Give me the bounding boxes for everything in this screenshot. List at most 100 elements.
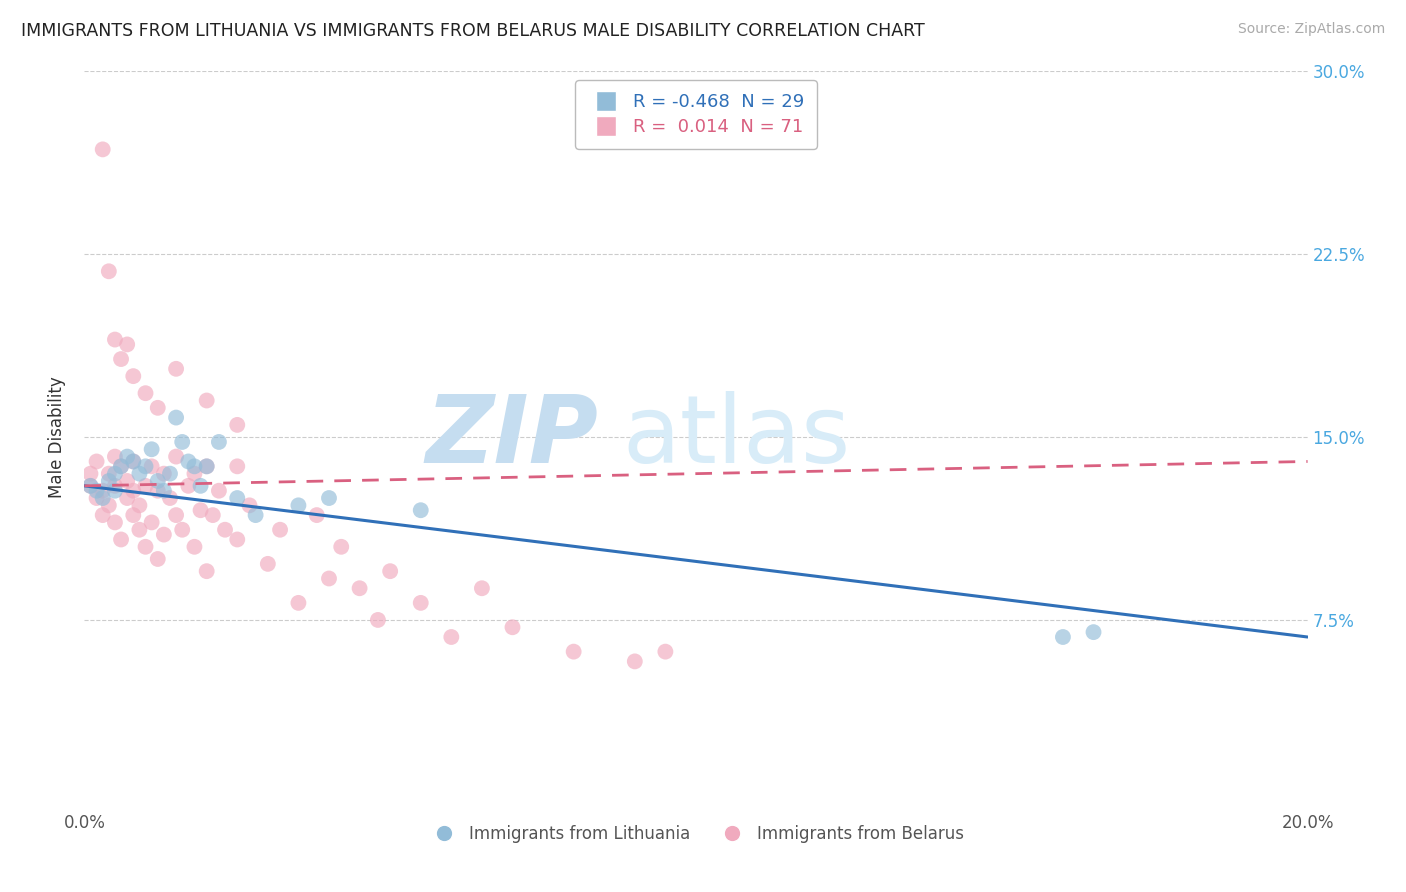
Point <box>349 581 371 595</box>
Point <box>110 352 132 367</box>
Point <box>165 361 187 376</box>
Point <box>159 467 181 481</box>
Point <box>318 572 340 586</box>
Point <box>91 491 114 505</box>
Point <box>183 467 205 481</box>
Point <box>110 533 132 547</box>
Point <box>172 434 194 449</box>
Point <box>330 540 353 554</box>
Point <box>115 491 138 505</box>
Point <box>146 552 169 566</box>
Point <box>91 142 114 156</box>
Point <box>409 503 432 517</box>
Point <box>104 467 127 481</box>
Point <box>183 459 205 474</box>
Point <box>91 508 114 522</box>
Point <box>471 581 494 595</box>
Point <box>104 483 127 498</box>
Point <box>502 620 524 634</box>
Point <box>195 564 218 578</box>
Point <box>153 483 176 498</box>
Point <box>245 508 267 522</box>
Point <box>122 508 145 522</box>
Point <box>153 467 176 481</box>
Point <box>104 450 127 464</box>
Point <box>367 613 389 627</box>
Point <box>195 459 218 474</box>
Point <box>165 508 187 522</box>
Point <box>226 459 249 474</box>
Point <box>177 454 200 468</box>
Point <box>195 393 218 408</box>
Point <box>128 523 150 537</box>
Point <box>195 459 218 474</box>
Point <box>115 337 138 351</box>
Point <box>226 533 249 547</box>
Point <box>91 483 114 498</box>
Point <box>238 499 260 513</box>
Point <box>141 516 163 530</box>
Point <box>269 523 291 537</box>
Point <box>287 499 309 513</box>
Point <box>122 369 145 384</box>
Point <box>287 596 309 610</box>
Point <box>159 491 181 505</box>
Point <box>79 479 101 493</box>
Point <box>183 540 205 554</box>
Text: Source: ZipAtlas.com: Source: ZipAtlas.com <box>1237 22 1385 37</box>
Point <box>257 557 280 571</box>
Point <box>122 454 145 468</box>
Point <box>1083 625 1105 640</box>
Point <box>146 401 169 415</box>
Point <box>115 450 138 464</box>
Point <box>135 540 157 554</box>
Point <box>79 479 101 493</box>
Point <box>86 483 108 498</box>
Point <box>97 264 120 278</box>
Point <box>562 645 585 659</box>
Point <box>110 459 132 474</box>
Point <box>128 467 150 481</box>
Point <box>104 516 127 530</box>
Text: ZIP: ZIP <box>425 391 598 483</box>
Point <box>440 630 463 644</box>
Point <box>97 467 120 481</box>
Point <box>190 503 212 517</box>
Point <box>165 450 187 464</box>
Point <box>122 483 145 498</box>
Point <box>122 454 145 468</box>
Point <box>208 483 231 498</box>
Point <box>624 654 647 668</box>
Point <box>79 467 101 481</box>
Point <box>146 483 169 498</box>
Point <box>380 564 402 578</box>
Point <box>654 645 676 659</box>
Point <box>135 459 157 474</box>
Text: IMMIGRANTS FROM LITHUANIA VS IMMIGRANTS FROM BELARUS MALE DISABILITY CORRELATION: IMMIGRANTS FROM LITHUANIA VS IMMIGRANTS … <box>21 22 925 40</box>
Point <box>226 417 249 432</box>
Point <box>104 479 127 493</box>
Point <box>190 479 212 493</box>
Point <box>214 523 236 537</box>
Point <box>135 479 157 493</box>
Text: atlas: atlas <box>623 391 851 483</box>
Point <box>318 491 340 505</box>
Point <box>86 491 108 505</box>
Point <box>177 479 200 493</box>
Point <box>409 596 432 610</box>
Y-axis label: Male Disability: Male Disability <box>48 376 66 498</box>
Point <box>104 333 127 347</box>
Point <box>208 434 231 449</box>
Point <box>153 527 176 541</box>
Point <box>128 499 150 513</box>
Point <box>201 508 224 522</box>
Point <box>110 459 132 474</box>
Point <box>86 454 108 468</box>
Point <box>1052 630 1074 644</box>
Point <box>226 491 249 505</box>
Point <box>115 474 138 488</box>
Point <box>141 459 163 474</box>
Point <box>141 442 163 457</box>
Point <box>305 508 328 522</box>
Legend: Immigrants from Lithuania, Immigrants from Belarus: Immigrants from Lithuania, Immigrants fr… <box>420 818 972 849</box>
